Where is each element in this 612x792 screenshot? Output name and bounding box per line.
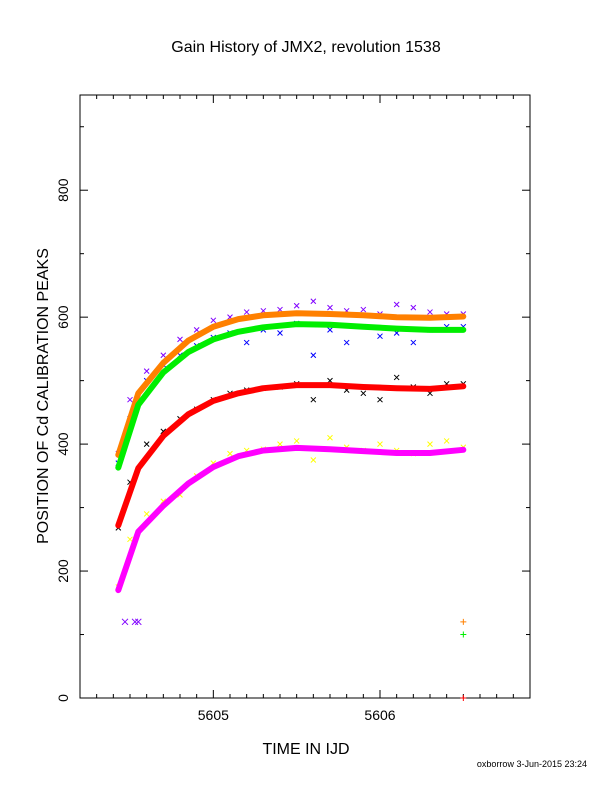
fit-curve-2 — [115, 382, 467, 529]
fit-curves — [115, 310, 467, 594]
outlier-point — [121, 618, 129, 626]
scatter-point-1 — [327, 326, 333, 333]
x-tick-label: 5605 — [198, 707, 229, 723]
scatter-point-1 — [243, 339, 250, 346]
scatter-point-3 — [443, 438, 450, 444]
scatter-point-0 — [393, 301, 400, 308]
scatter-point-0 — [310, 298, 317, 305]
outlier-point — [460, 631, 467, 638]
fit-curve-0 — [115, 310, 467, 458]
scatter-point-0 — [160, 352, 167, 359]
fit-curve-3 — [115, 444, 467, 594]
scatter-point-2 — [360, 390, 367, 397]
plot-frame — [79, 94, 531, 699]
scatter-point-3 — [377, 441, 383, 447]
scatter-point-0 — [327, 304, 333, 311]
scatter-point-3 — [127, 536, 133, 543]
y-tick-label: 800 — [55, 178, 71, 202]
footer-credit: oxborrow 3-Jun-2015 23:24 — [477, 759, 587, 769]
scatter-point-2 — [377, 396, 383, 403]
tick-labels: 0 200 400 600 800 5605 5606 — [55, 178, 396, 723]
scatter-point-0 — [427, 309, 433, 315]
scatter-point-0 — [210, 317, 217, 324]
y-axis-label: POSITION OF Cd CALIBRATION PEAKS — [35, 248, 52, 544]
x-tick-label: 5606 — [364, 707, 395, 723]
scatter-point-0 — [177, 336, 183, 343]
scatter-point-0 — [360, 306, 367, 313]
outlier-point — [460, 618, 467, 625]
chart-title: Gain History of JMX2, revolution 1538 — [171, 39, 441, 56]
scatter-point-3 — [327, 434, 333, 441]
scatter-point-0 — [293, 302, 300, 309]
scatter-point-0 — [410, 304, 417, 311]
scatter-point-0 — [193, 326, 200, 333]
scatter-point-1 — [410, 339, 417, 346]
scatter-point-2 — [393, 374, 400, 381]
scatter-point-1 — [310, 352, 317, 359]
scatter-point-3 — [293, 438, 300, 444]
y-tick-label: 400 — [55, 432, 71, 456]
scatter-point-0 — [127, 396, 133, 403]
scatter-point-2 — [310, 396, 317, 403]
scatter-point-3 — [143, 511, 150, 517]
y-tick-label: 600 — [55, 305, 71, 329]
axis-ticks — [80, 95, 530, 699]
scatter-point-3 — [427, 441, 433, 447]
scatter-point-1 — [377, 333, 383, 340]
outlier-point — [460, 695, 467, 701]
scatter-point-1 — [277, 330, 283, 336]
scatter-point-3 — [277, 441, 283, 447]
scatter-point-3 — [227, 450, 233, 457]
outlier-point — [131, 618, 139, 626]
y-tick-label: 0 — [55, 694, 71, 702]
scatter-point-3 — [310, 457, 317, 463]
scatter-point-1 — [343, 339, 350, 346]
y-tick-label: 200 — [55, 559, 71, 583]
scatter-point-0 — [243, 309, 250, 315]
fit-curve-1 — [115, 321, 467, 471]
x-axis-label: TIME IN IJD — [262, 741, 349, 758]
outlier-point — [134, 618, 142, 626]
scatter-point-2 — [143, 441, 150, 447]
scatter-point-0 — [143, 368, 150, 374]
